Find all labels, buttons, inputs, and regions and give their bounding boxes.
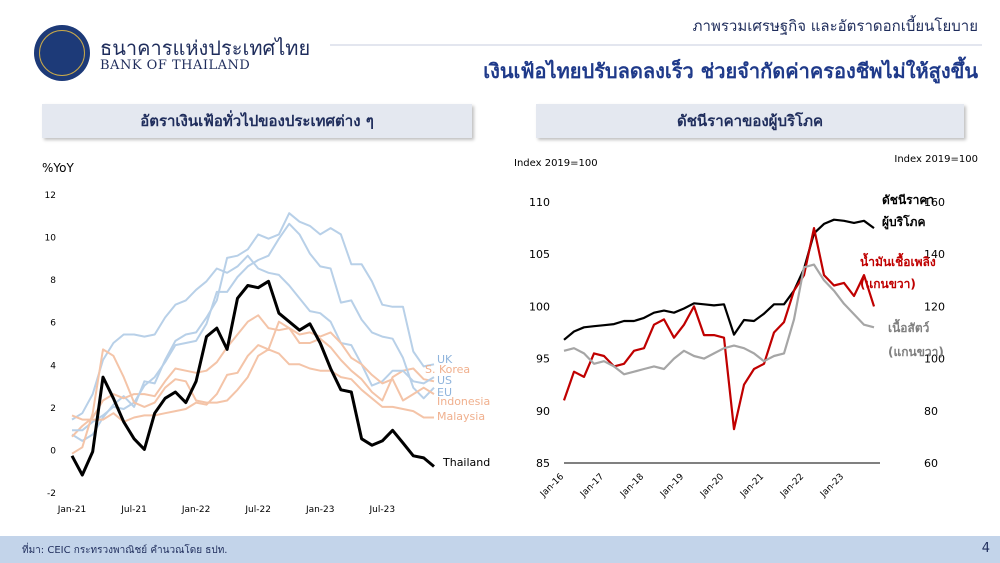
source-note: ที่มา: CEIC กระทรวงพาณิชย์ คำนวณโดย ธปท. xyxy=(22,545,228,556)
line-series-eu xyxy=(72,222,435,432)
right-x-tick-label: Jan-21 xyxy=(738,472,766,500)
legend-label-eu: EU xyxy=(437,386,452,399)
left-y-tick-label: 12 xyxy=(45,191,56,201)
right-chart-left-tick-label: 85 xyxy=(536,457,550,470)
line-series-us xyxy=(71,254,435,421)
right-chart-right-tick-label: 160 xyxy=(924,196,945,209)
cpi-series-2 xyxy=(563,263,875,376)
line-series-indonesia xyxy=(71,320,435,423)
right-chart-left-tick-label: 110 xyxy=(529,196,550,209)
cpi-series-label-0: ดัชนีราคาผู้บริโภค xyxy=(882,193,934,230)
left-x-tick-label: Jul-21 xyxy=(120,505,147,515)
legend-label-malaysia: Malaysia xyxy=(437,410,485,423)
right-chart-title: ดัชนีราคาของผู้บริโภค xyxy=(536,104,964,138)
page-number: 4 xyxy=(981,541,990,556)
left-y-axis-label: %YoY xyxy=(42,161,74,175)
left-x-tick-label: Jan-22 xyxy=(181,505,211,515)
left-chart-title: อัตราเงินเฟ้อทั่วไปของประเทศต่าง ๆ xyxy=(42,104,472,138)
line-series-skorea xyxy=(71,314,435,438)
legend-label-uk: UK xyxy=(437,353,453,366)
bank-name-thai: ธนาคารแห่งประเทศไทย xyxy=(100,36,311,60)
section-label: ภาพรวมเศรษฐกิจ และอัตราดอกเบี้ยนโยบาย xyxy=(692,17,978,35)
cpi-line-chart: Index 2019=100 Index 2019=100 110 105 100 9… xyxy=(514,154,978,500)
right-chart-right-tick-label: 80 xyxy=(924,405,938,418)
line-series-uk xyxy=(71,212,435,442)
right-x-tick-label: Jan-22 xyxy=(778,472,806,500)
right-chart-left-tick-label: 100 xyxy=(529,300,550,313)
left-y-tick-label: 10 xyxy=(45,234,57,244)
header-divider xyxy=(330,44,982,46)
right-chart-left-tick-label: 90 xyxy=(536,405,550,418)
left-y-tick-label: 8 xyxy=(50,276,56,286)
right-x-tick-label: Jan-20 xyxy=(698,472,726,500)
right-x-tick-label: Jan-17 xyxy=(578,472,606,500)
right-chart-right-tick-label: 140 xyxy=(924,248,945,261)
right-x-tick-label: Jan-19 xyxy=(658,472,686,500)
cpi-series-label-2: เนื้อสัตว์(แกนขวา) xyxy=(888,318,944,359)
right-x-tick-label: Jan-16 xyxy=(538,472,566,500)
left-y-tick-label: 4 xyxy=(50,361,56,371)
cpi-series-label-1: น้ำมันเชื้อเพลิง(แกนขวา) xyxy=(860,252,936,291)
bank-logo xyxy=(34,25,90,81)
left-y-tick-label: -2 xyxy=(47,489,56,499)
bank-name-english: BANK OF THAILAND xyxy=(100,58,251,73)
footer-bar xyxy=(0,536,1000,563)
left-y-tick-label: 0 xyxy=(50,446,56,456)
bank-emblem-icon xyxy=(39,30,85,76)
right-chart-right-tick-label: 120 xyxy=(924,300,945,313)
left-y-tick-label: 6 xyxy=(50,319,56,329)
right-chart-left-axis-label: Index 2019=100 xyxy=(514,158,598,169)
legend-label-skorea: S. Korea xyxy=(425,363,470,376)
left-y-tick-label: 2 xyxy=(50,404,56,414)
right-chart-right-axis-label: Index 2019=100 xyxy=(894,154,978,165)
left-x-tick-label: Jan-21 xyxy=(57,505,87,515)
right-chart-left-tick-label: 95 xyxy=(536,353,550,366)
right-chart-right-tick-label: 100 xyxy=(924,353,945,366)
cpi-series-1 xyxy=(562,226,876,431)
slide-headline: เงินเฟ้อไทยปรับลดลงเร็ว ช่วยจำกัดค่าครอง… xyxy=(483,59,978,83)
legend-label-indonesia: Indonesia xyxy=(437,395,490,408)
right-x-tick-label: Jan-23 xyxy=(818,472,846,500)
right-x-tick-label: Jan-18 xyxy=(618,472,646,500)
right-chart-left-tick-label: 105 xyxy=(529,248,550,261)
left-x-tick-label: Jul-22 xyxy=(244,505,271,515)
right-chart-right-tick-label: 60 xyxy=(924,457,938,470)
line-series-malaysia xyxy=(71,348,434,455)
left-x-tick-label: Jul-23 xyxy=(369,505,396,515)
left-x-tick-label: Jan-23 xyxy=(305,505,335,515)
line-series-thailand xyxy=(70,279,435,477)
legend-label-thailand: Thailand xyxy=(442,456,490,469)
legend-label-us: US xyxy=(437,374,452,387)
cpi-series-0 xyxy=(563,218,875,341)
